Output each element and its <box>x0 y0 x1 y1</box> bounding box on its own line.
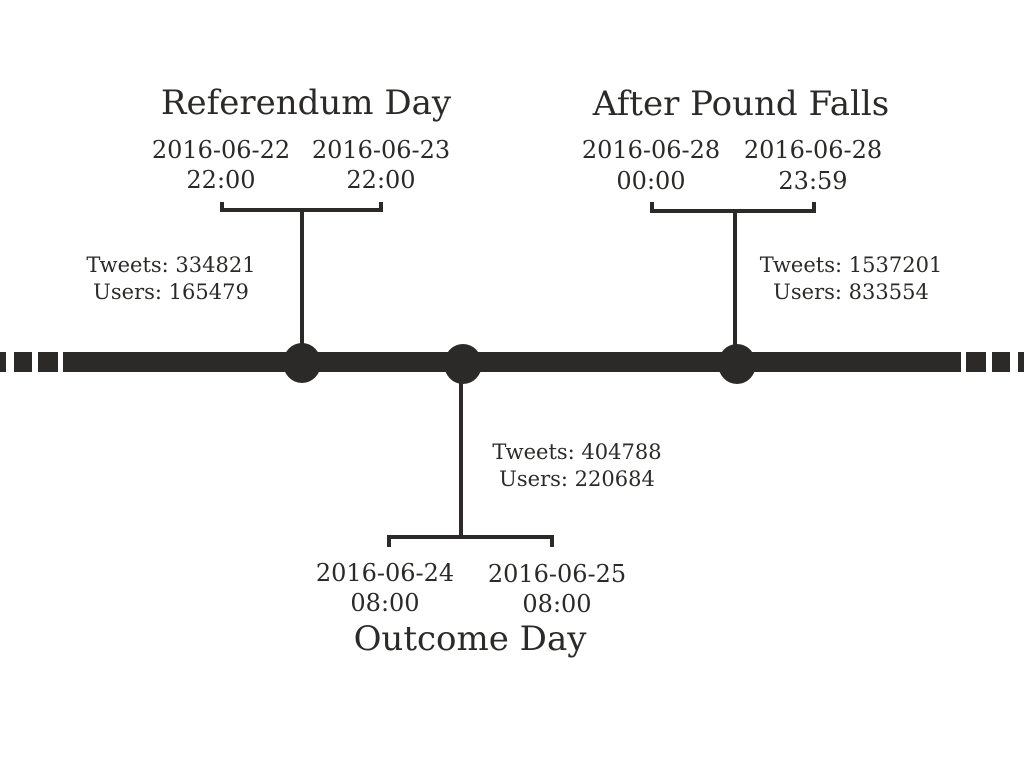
event-start-date: 2016-06-28 <box>582 136 720 164</box>
event-tweets-count: Tweets: 334821 <box>86 253 255 277</box>
event-users-count: Users: 833554 <box>773 280 929 304</box>
axis-dash-right-2 <box>992 352 1010 372</box>
event-tweets-count: Tweets: 404788 <box>492 440 661 464</box>
event-outcome-day: Tweets: 404788 Users: 220684 2016-06-24 … <box>316 344 662 659</box>
axis-dash-left-3 <box>38 352 58 372</box>
event-bracket-outcome-day <box>387 535 554 547</box>
event-marker-after-pound-falls <box>718 344 756 384</box>
timeline-axis <box>0 352 1024 372</box>
event-after-pound-falls: After Pound Falls 2016-06-28 00:00 2016-… <box>582 84 942 384</box>
event-marker-outcome-day <box>444 344 482 384</box>
event-end-time: 22:00 <box>346 166 415 194</box>
event-bracket-after-pound-falls <box>650 202 816 213</box>
event-start-time: 08:00 <box>350 589 419 617</box>
axis-dash-left-2 <box>14 352 32 372</box>
event-referendum-day: Referendum Day 2016-06-22 22:00 2016-06-… <box>86 83 452 383</box>
event-bracket-referendum-day <box>220 202 383 212</box>
event-end-date: 2016-06-23 <box>312 136 450 164</box>
event-start-date: 2016-06-22 <box>152 136 290 164</box>
event-end-date: 2016-06-25 <box>488 560 626 588</box>
event-title: After Pound Falls <box>592 84 889 124</box>
event-start-time: 22:00 <box>186 166 255 194</box>
event-title: Outcome Day <box>354 619 588 659</box>
event-end-date: 2016-06-28 <box>744 136 882 164</box>
axis-dash-right-1 <box>966 352 986 372</box>
event-start-date: 2016-06-24 <box>316 559 454 587</box>
event-tweets-count: Tweets: 1537201 <box>760 253 943 277</box>
event-start-time: 00:00 <box>616 167 685 195</box>
event-users-count: Users: 165479 <box>93 280 249 304</box>
event-marker-referendum-day <box>283 343 321 383</box>
axis-main-bar <box>63 352 961 372</box>
event-end-time: 08:00 <box>522 590 591 618</box>
event-title: Referendum Day <box>161 83 452 123</box>
event-end-time: 23:59 <box>778 167 847 195</box>
event-users-count: Users: 220684 <box>499 467 655 491</box>
axis-dash-left-1 <box>0 352 6 372</box>
axis-dash-right-3 <box>1018 352 1024 372</box>
